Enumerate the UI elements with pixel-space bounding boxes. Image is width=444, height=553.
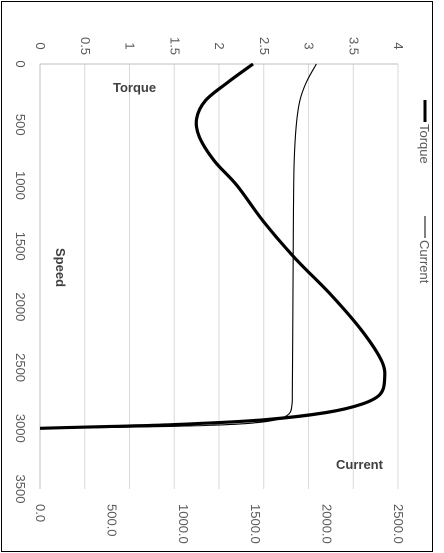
tick-label-speed-2: 1000 (13, 171, 28, 200)
tick-label-torque-5: 2.5 (257, 37, 272, 55)
tick-label-current-5: 2500.0 (391, 504, 406, 544)
series-line-torque (39, 62, 387, 430)
tick-label-torque-6: 3 (302, 42, 317, 49)
y-axis-title-secondary: Current (336, 457, 384, 472)
legend: Torque Current (417, 100, 432, 284)
tick-label-speed-3: 1500 (13, 232, 28, 261)
tick-label-torque-0: 0 (33, 42, 48, 49)
tick-label-current-1: 500.0 (105, 504, 120, 537)
series-layer (39, 62, 387, 430)
legend-label-current: Current (417, 240, 432, 284)
chart-border (1, 1, 433, 552)
series-line-current (39, 63, 317, 429)
tick-label-speed-6: 3000 (13, 414, 28, 443)
tick-label-speed-5: 2500 (13, 353, 28, 382)
grid-layer (39, 63, 399, 489)
tick-label-torque-4: 2 (212, 42, 227, 49)
tick-label-speed-0: 0 (13, 60, 28, 67)
tick-label-torque-2: 1 (123, 42, 138, 49)
tick-layer: 0 0.5 1 1.5 2 2.5 3 3.5 4 0 500 1000 1500 2000 2500 300… (13, 37, 406, 544)
tick-label-torque-3: 1.5 (167, 37, 182, 55)
y-axis-title-primary: Torque (113, 80, 156, 95)
tick-label-current-2: 1000.0 (176, 504, 191, 544)
plot-group (39, 62, 399, 489)
tick-label-current-4: 2000.0 (319, 504, 334, 544)
tick-label-speed-7: 3500 (13, 475, 28, 504)
tick-label-torque-1: 0.5 (78, 37, 93, 55)
legend-label-torque: Torque (417, 124, 432, 164)
tick-label-speed-1: 500 (13, 114, 28, 136)
tick-label-current-3: 1500.0 (248, 504, 263, 544)
tick-label-torque-8: 4 (391, 42, 406, 49)
x-axis-title: Speed (53, 248, 68, 287)
tick-label-torque-7: 3.5 (346, 37, 361, 55)
tick-label-current-0: 0.0 (33, 504, 48, 522)
tick-label-speed-4: 2000 (13, 292, 28, 321)
